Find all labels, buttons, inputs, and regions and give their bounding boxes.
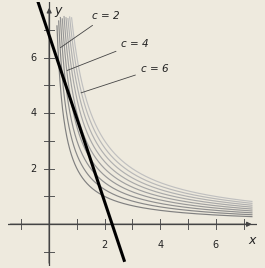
Text: x: x	[248, 234, 256, 247]
Text: 4: 4	[30, 108, 37, 118]
Text: 6: 6	[30, 53, 37, 63]
Text: c = 6: c = 6	[81, 64, 169, 93]
Text: 2: 2	[101, 240, 108, 250]
Text: y: y	[54, 4, 61, 17]
Text: 2: 2	[30, 164, 37, 174]
Text: 6: 6	[213, 240, 219, 250]
Text: c = 4: c = 4	[67, 39, 149, 70]
Text: c = 2: c = 2	[60, 11, 120, 48]
Text: 4: 4	[157, 240, 163, 250]
